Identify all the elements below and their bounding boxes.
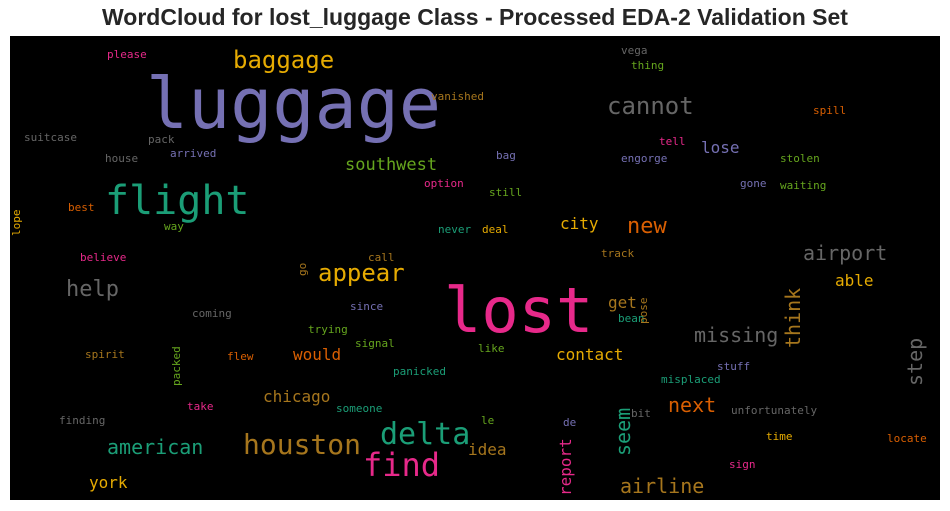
word-sign: sign <box>729 458 756 471</box>
word-tell: tell <box>659 135 686 148</box>
word-lost: lost <box>444 274 593 347</box>
word-houston: houston <box>243 428 361 461</box>
word-vanished: vanished <box>431 90 484 103</box>
word-waiting: waiting <box>780 179 826 192</box>
word-spirit: spirit <box>85 348 125 361</box>
word-arrived: arrived <box>170 147 216 160</box>
word-take: take <box>187 400 214 413</box>
word-american: american <box>107 435 203 459</box>
word-never: never <box>438 223 471 236</box>
word-pose: pose <box>637 298 650 325</box>
word-misplaced: misplaced <box>661 373 721 386</box>
word-believe: believe <box>80 251 126 264</box>
word-seem: seem <box>611 408 635 456</box>
word-pack: pack <box>148 133 175 146</box>
word-please: please <box>107 48 147 61</box>
word-lope: lope <box>10 210 23 237</box>
word-delta: delta <box>380 417 470 452</box>
word-next: next <box>668 393 716 417</box>
word-thing: thing <box>631 59 664 72</box>
word-appear: appear <box>318 259 405 287</box>
word-call: call <box>368 251 395 264</box>
word-le: le <box>481 414 494 427</box>
word-way: way <box>164 220 184 233</box>
word-city: city <box>560 214 599 233</box>
word-finding: finding <box>59 414 105 427</box>
word-bean: bean <box>618 312 645 325</box>
word-engorge: engorge <box>621 152 667 165</box>
word-baggage: baggage <box>233 46 334 74</box>
word-flew: flew <box>227 350 254 363</box>
word-best: best <box>68 201 95 214</box>
word-still: still <box>489 186 522 199</box>
word-southwest: southwest <box>345 155 437 175</box>
word-coming: coming <box>192 307 232 320</box>
word-find: find <box>363 446 440 484</box>
word-go: go <box>296 263 309 276</box>
word-luggage: luggage <box>146 63 441 145</box>
word-chicago: chicago <box>263 387 330 406</box>
word-get: get <box>608 293 637 312</box>
word-stuff: stuff <box>717 360 750 373</box>
word-airport: airport <box>803 241 887 265</box>
word-gone: gone <box>740 177 767 190</box>
word-able: able <box>835 271 874 290</box>
word-think: think <box>781 288 805 348</box>
word-house: house <box>105 152 138 165</box>
word-track: track <box>601 247 634 260</box>
word-report: report <box>556 438 575 496</box>
chart-title: WordCloud for lost_luggage Class - Proce… <box>102 4 848 30</box>
word-spill: spill <box>813 104 846 117</box>
word-time: time <box>766 430 793 443</box>
word-since: since <box>350 300 383 313</box>
word-bit: bit <box>631 407 651 420</box>
word-new: new <box>627 214 667 239</box>
word-airline: airline <box>620 474 704 498</box>
word-help: help <box>66 277 119 302</box>
word-would: would <box>293 345 341 364</box>
word-missing: missing <box>694 323 778 347</box>
wordcloud-canvas: luggage lost flight houston find delta cannot b… <box>10 36 940 500</box>
word-contact: contact <box>556 345 623 364</box>
word-packed: packed <box>170 346 183 386</box>
word-idea: idea <box>468 440 507 459</box>
word-option: option <box>424 177 464 190</box>
word-unfortunately: unfortunately <box>731 404 817 417</box>
word-york: york <box>89 473 128 492</box>
word-step: step <box>903 338 927 386</box>
word-lose: lose <box>701 138 740 157</box>
word-bag: bag <box>496 149 516 162</box>
word-flight: flight <box>105 178 250 224</box>
word-suitcase: suitcase <box>24 131 77 144</box>
word-de: de <box>563 416 576 429</box>
word-cannot: cannot <box>607 92 694 120</box>
word-deal: deal <box>482 223 509 236</box>
word-signal: signal <box>355 337 395 350</box>
word-vega: vega <box>621 44 648 57</box>
word-someone: someone <box>336 402 382 415</box>
word-panicked: panicked <box>393 365 446 378</box>
word-locate: locate <box>887 432 927 445</box>
word-like: like <box>478 342 505 355</box>
word-stolen: stolen <box>780 152 820 165</box>
word-trying: trying <box>308 323 348 336</box>
